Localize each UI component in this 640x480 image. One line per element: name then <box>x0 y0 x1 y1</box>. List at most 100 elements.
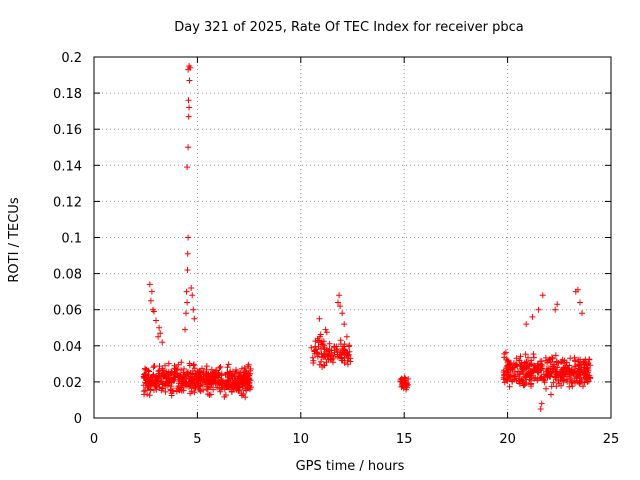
data-point <box>162 388 169 395</box>
data-point <box>524 371 531 378</box>
data-point <box>150 364 157 371</box>
data-point <box>549 355 556 362</box>
data-point <box>159 365 166 372</box>
data-point <box>241 364 248 371</box>
data-point <box>203 366 210 373</box>
data-point <box>571 363 578 370</box>
data-point <box>190 306 197 313</box>
data-point <box>579 310 585 317</box>
data-point <box>315 339 322 346</box>
data-point <box>544 371 551 377</box>
data-point <box>403 382 410 389</box>
data-point <box>509 377 516 384</box>
data-point <box>238 365 245 372</box>
data-point <box>554 301 561 308</box>
data-point <box>575 358 581 365</box>
y-axis-label: ROTI / TECUs <box>7 197 22 282</box>
data-point <box>225 361 232 368</box>
data-point <box>183 310 189 317</box>
data-point <box>184 299 191 306</box>
data-point <box>142 387 149 394</box>
data-point <box>227 372 234 379</box>
data-point <box>188 285 195 291</box>
data-point <box>142 366 149 373</box>
data-point <box>527 381 534 388</box>
data-point <box>553 376 560 383</box>
data-point <box>184 267 191 273</box>
data-point <box>185 144 192 151</box>
data-point <box>523 358 530 365</box>
data-point <box>158 378 165 384</box>
data-point <box>574 369 581 376</box>
data-point <box>153 383 160 390</box>
data-point <box>145 383 152 390</box>
data-point <box>185 97 192 104</box>
data-point <box>156 372 163 379</box>
y-tick-label: 0.04 <box>53 340 82 355</box>
data-point <box>337 303 344 310</box>
data-point <box>574 378 581 385</box>
data-point <box>317 331 324 338</box>
data-point <box>327 352 334 359</box>
data-point <box>535 361 542 367</box>
data-point <box>160 373 167 379</box>
data-point <box>216 365 223 371</box>
chart-title: Day 321 of 2025, Rate Of TEC Index for r… <box>174 20 524 35</box>
data-point <box>168 377 175 384</box>
data-point <box>515 368 521 375</box>
data-point <box>326 340 333 347</box>
data-point <box>343 333 350 340</box>
data-point <box>517 353 524 360</box>
data-point <box>178 359 185 366</box>
data-point <box>309 354 316 361</box>
data-point <box>337 337 344 344</box>
x-tick-label: 15 <box>396 432 413 447</box>
data-point <box>188 377 195 384</box>
data-point <box>335 299 341 306</box>
data-point <box>574 286 581 293</box>
data-point <box>516 380 523 387</box>
data-point <box>210 386 217 393</box>
data-point <box>557 368 564 375</box>
data-point <box>325 347 332 354</box>
data-point <box>313 349 320 356</box>
data-point <box>580 366 587 373</box>
data-point <box>331 343 338 350</box>
data-point <box>563 359 570 366</box>
data-point <box>526 376 533 383</box>
data-point <box>148 288 155 295</box>
data-point <box>336 292 343 299</box>
data-point <box>330 353 337 359</box>
data-point <box>181 365 187 372</box>
data-point <box>241 372 248 379</box>
data-point <box>188 388 195 395</box>
x-axis-label: GPS time / hours <box>296 459 405 474</box>
y-tick-label: 0.1 <box>61 232 82 247</box>
data-point <box>204 372 211 379</box>
data-point <box>183 288 190 295</box>
data-point <box>237 387 243 393</box>
data-point <box>514 363 521 370</box>
data-point <box>402 375 409 382</box>
data-point <box>546 356 553 363</box>
data-point <box>308 344 315 351</box>
y-tick-label: 0.16 <box>53 123 82 138</box>
data-point <box>221 393 228 400</box>
data-points <box>140 63 594 412</box>
data-point <box>562 370 569 377</box>
data-point <box>200 370 207 377</box>
data-point <box>321 342 328 349</box>
data-point <box>535 306 542 313</box>
data-point <box>540 376 547 383</box>
data-point <box>528 372 535 379</box>
data-point <box>142 372 149 379</box>
data-point <box>206 383 212 390</box>
data-point <box>578 361 585 368</box>
data-point <box>147 297 154 304</box>
data-point <box>522 374 529 381</box>
data-point <box>501 379 508 386</box>
data-point <box>207 391 214 398</box>
data-point <box>186 77 193 84</box>
data-point <box>175 386 182 393</box>
